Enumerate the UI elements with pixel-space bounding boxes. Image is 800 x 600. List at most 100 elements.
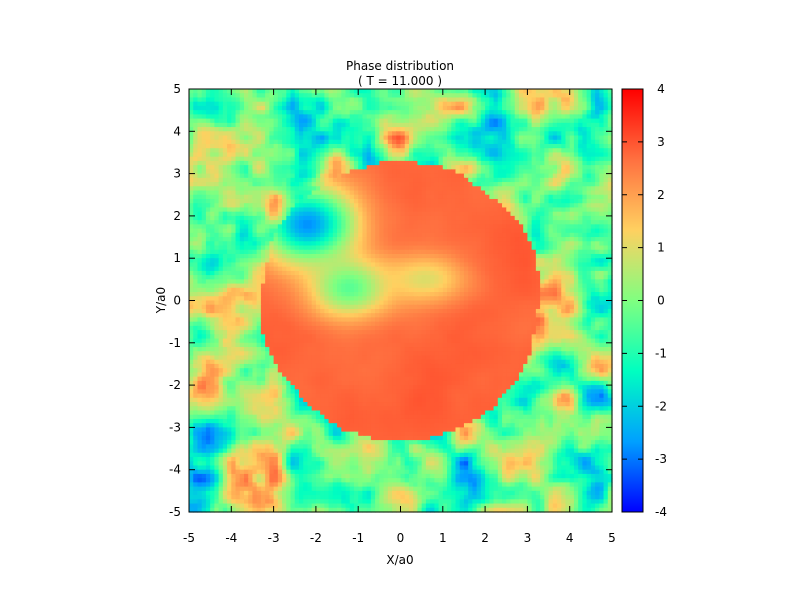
heatmap-cell: [489, 143, 495, 149]
heatmap-cell: [425, 228, 431, 234]
heatmap-cell: [197, 173, 203, 179]
heatmap-cell: [189, 182, 194, 187]
heatmap-cell: [489, 114, 495, 120]
heatmap-cell: [383, 203, 389, 209]
heatmap-cell: [205, 194, 211, 200]
heatmap-cell: [430, 283, 435, 289]
heatmap-cell: [442, 143, 448, 149]
heatmap-cell: [434, 207, 440, 213]
heatmap-cell: [561, 118, 567, 124]
heatmap-cell: [193, 169, 199, 175]
heatmap-cell: [523, 220, 528, 225]
heatmap-cell: [434, 139, 440, 145]
heatmap-cell: [231, 143, 237, 149]
heatmap-cell: [324, 143, 330, 149]
heatmap-cell: [243, 258, 249, 264]
heatmap-cell: [438, 296, 444, 302]
heatmap-cell: [455, 245, 461, 251]
heatmap-cell: [294, 258, 300, 264]
heatmap-cell: [514, 292, 520, 297]
heatmap-cell: [586, 131, 592, 137]
heatmap-cell: [417, 182, 423, 187]
heatmap-cell: [320, 279, 325, 285]
heatmap-cell: [260, 207, 266, 213]
heatmap-cell: [557, 122, 562, 128]
heatmap-cell: [311, 275, 317, 280]
heatmap-cell: [341, 97, 347, 103]
heatmap-cell: [345, 152, 351, 158]
heatmap-cell: [383, 101, 389, 107]
heatmap-cell: [383, 249, 389, 255]
heatmap-cell: [205, 131, 211, 137]
heatmap-cell: [362, 198, 368, 204]
heatmap-cell: [531, 228, 537, 234]
heatmap-cell: [265, 275, 270, 280]
heatmap-cell: [286, 220, 292, 225]
heatmap-cell: [210, 211, 215, 217]
heatmap-cell: [201, 194, 207, 200]
heatmap-cell: [353, 152, 359, 158]
heatmap-cell: [345, 241, 351, 247]
heatmap-cell: [578, 101, 583, 107]
heatmap-cell: [463, 110, 469, 115]
heatmap-cell: [375, 148, 380, 154]
heatmap-cell: [603, 228, 609, 234]
heatmap-cell: [489, 228, 495, 234]
heatmap-cell: [277, 127, 283, 132]
heatmap-cell: [205, 249, 211, 255]
heatmap-cell: [252, 182, 258, 187]
heatmap-cell: [463, 122, 469, 128]
heatmap-cell: [307, 245, 313, 251]
heatmap-cell: [603, 237, 609, 242]
heatmap-cell: [497, 211, 503, 217]
heatmap-cell: [214, 283, 220, 289]
heatmap-cell: [252, 237, 258, 242]
heatmap-cell: [286, 169, 292, 175]
heatmap-cell: [413, 156, 419, 162]
heatmap-cell: [476, 275, 482, 280]
heatmap-cell: [518, 118, 524, 124]
heatmap-cell: [485, 245, 490, 251]
heatmap-cell: [544, 169, 550, 175]
heatmap-cell: [459, 152, 465, 158]
heatmap-cell: [282, 93, 287, 99]
heatmap-cell: [210, 262, 215, 268]
heatmap-cell: [197, 283, 203, 289]
heatmap-cell: [205, 173, 211, 179]
heatmap-cell: [239, 296, 245, 302]
heatmap-cell: [214, 220, 220, 225]
heatmap-cell: [277, 207, 283, 213]
heatmap-cell: [459, 160, 465, 166]
heatmap-cell: [252, 292, 258, 297]
heatmap-cell: [214, 232, 220, 238]
heatmap-cell: [205, 207, 211, 213]
heatmap-cell: [544, 127, 550, 132]
heatmap-cell: [451, 122, 457, 128]
heatmap-cell: [315, 215, 321, 221]
heatmap-cell: [430, 292, 435, 297]
heatmap-cell: [548, 148, 554, 154]
heatmap-cell: [231, 203, 237, 209]
heatmap-cell: [557, 211, 562, 217]
heatmap-cell: [214, 228, 220, 234]
heatmap-cell: [468, 148, 474, 154]
heatmap-cell: [328, 211, 334, 217]
heatmap-cell: [485, 182, 490, 187]
heatmap-cell: [256, 160, 262, 166]
heatmap-cell: [425, 203, 431, 209]
heatmap-cell: [370, 143, 376, 149]
heatmap-cell: [362, 258, 368, 264]
heatmap-cell: [222, 190, 228, 196]
heatmap-cell: [387, 93, 393, 99]
heatmap-cell: [248, 198, 254, 204]
heatmap-cell: [332, 241, 338, 247]
heatmap-cell: [218, 266, 224, 272]
heatmap-cell: [417, 241, 423, 247]
heatmap-cell: [523, 237, 528, 242]
heatmap-cell: [468, 186, 474, 192]
heatmap-cell: [552, 262, 558, 268]
heatmap-cell: [298, 93, 304, 99]
heatmap-cell: [510, 110, 516, 115]
heatmap-cell: [328, 139, 334, 145]
heatmap-cell: [438, 287, 444, 293]
